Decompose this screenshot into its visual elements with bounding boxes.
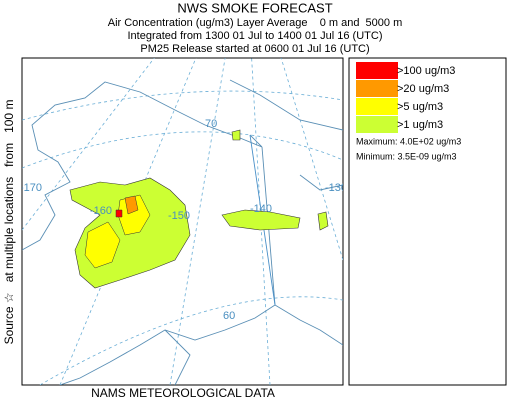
longitude-label: -140 [250, 203, 272, 215]
minimum: Minimum: 3.5E-09 ug/m3 [356, 151, 457, 161]
legend-label: >100 ug/m3 [397, 65, 455, 77]
coastline [274, 304, 343, 346]
source-label: Source ☆ at multiple locations from 100 … [2, 100, 16, 345]
legend-label: >20 ug/m3 [397, 83, 449, 95]
latitude-line [22, 90, 343, 121]
longitude-line [59, 58, 197, 385]
subtitle: Air Concentration (ug/m3) Layer Average … [108, 17, 403, 29]
legend-swatch [356, 116, 398, 133]
coastline [22, 81, 263, 251]
legend-label: >5 ug/m3 [397, 101, 443, 113]
legend-swatch [356, 80, 398, 97]
latitude-label: 70 [205, 118, 217, 130]
longitude-label: -170 [20, 182, 42, 194]
subtitle: PM25 Release started at 0600 01 Jul 16 (… [140, 43, 369, 55]
coastline [59, 146, 276, 385]
legend-label: >1 ug/m3 [397, 119, 443, 131]
legend: Maximum: 4.0E+02 ug/m3 Minimum: 3.5E-09 … [348, 57, 507, 386]
plume [221, 209, 301, 231]
plume [115, 209, 123, 218]
longitude-line [22, 58, 155, 231]
longitude-line [280, 58, 343, 261]
subtitle: Integrated from 1300 01 Jul to 1400 01 J… [128, 30, 383, 42]
plume [317, 211, 329, 231]
latitude-line [39, 296, 343, 385]
latitude-label: 60 [223, 310, 235, 322]
plume [84, 221, 121, 269]
footer: NAMS METEOROLOGICAL DATA [91, 386, 275, 400]
legend-swatch [356, 98, 398, 115]
plume [124, 195, 139, 215]
legend-swatch [356, 62, 398, 79]
coastline [299, 174, 343, 191]
longitude-label: -130 [325, 182, 347, 194]
longitude-label: -160 [90, 205, 112, 217]
maximum: Maximum: 4.0E+02 ug/m3 [356, 136, 461, 146]
map: -170 -160 -150 -140 -130 70 60 [20, 57, 347, 386]
plume [231, 129, 241, 141]
title: NWS SMOKE FORECAST [177, 0, 332, 15]
coastline [229, 79, 343, 131]
coastline [164, 329, 191, 385]
latitude-line [22, 131, 343, 169]
longitude-label: -150 [168, 210, 190, 222]
